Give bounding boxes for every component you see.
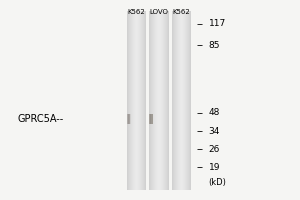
Bar bbox=[165, 11, 166, 190]
Text: --: -- bbox=[196, 108, 203, 118]
Bar bbox=[139, 11, 140, 190]
Text: 19: 19 bbox=[208, 162, 220, 171]
Bar bbox=[151, 114, 153, 124]
Bar bbox=[159, 11, 160, 190]
Bar bbox=[127, 11, 128, 190]
Bar bbox=[127, 114, 129, 124]
Bar bbox=[133, 11, 134, 190]
Bar bbox=[145, 11, 146, 190]
Bar bbox=[160, 11, 161, 190]
Bar bbox=[172, 11, 173, 190]
Bar bbox=[132, 11, 133, 190]
Bar bbox=[161, 11, 162, 190]
Bar bbox=[135, 11, 136, 190]
Bar bbox=[150, 114, 152, 124]
Text: --: -- bbox=[196, 40, 203, 50]
Bar bbox=[130, 11, 131, 190]
Text: LOVO: LOVO bbox=[150, 9, 168, 15]
Bar bbox=[187, 11, 188, 190]
Bar bbox=[149, 11, 150, 190]
Bar bbox=[150, 114, 152, 124]
Text: GPRC5A--: GPRC5A-- bbox=[18, 114, 64, 124]
Bar bbox=[168, 11, 169, 190]
Bar bbox=[129, 114, 130, 124]
Bar bbox=[128, 114, 130, 124]
Bar bbox=[177, 11, 178, 190]
Bar bbox=[141, 11, 142, 190]
Bar bbox=[186, 11, 187, 190]
Bar bbox=[153, 11, 154, 190]
Bar bbox=[149, 114, 152, 124]
Bar bbox=[163, 11, 164, 190]
Bar bbox=[134, 11, 135, 190]
Bar bbox=[174, 11, 175, 190]
Bar bbox=[154, 11, 155, 190]
Bar bbox=[164, 11, 165, 190]
Bar bbox=[151, 114, 152, 124]
Bar bbox=[136, 11, 137, 190]
Bar bbox=[142, 11, 143, 190]
Bar bbox=[162, 11, 163, 190]
Bar bbox=[188, 11, 189, 190]
Bar bbox=[131, 11, 132, 190]
Bar bbox=[150, 114, 152, 124]
Text: --: -- bbox=[196, 162, 203, 172]
Bar bbox=[127, 114, 129, 124]
Bar bbox=[182, 11, 184, 190]
Bar bbox=[178, 11, 179, 190]
Text: 117: 117 bbox=[208, 20, 226, 28]
Bar bbox=[167, 11, 168, 190]
Text: 26: 26 bbox=[208, 144, 220, 154]
Bar bbox=[185, 11, 186, 190]
Bar bbox=[150, 114, 152, 124]
Bar bbox=[176, 11, 177, 190]
Bar bbox=[128, 114, 130, 124]
Bar bbox=[190, 11, 191, 190]
Text: --: -- bbox=[196, 126, 203, 136]
Bar bbox=[149, 114, 151, 124]
Bar bbox=[151, 11, 152, 190]
Bar bbox=[181, 11, 182, 190]
Bar bbox=[158, 11, 159, 190]
Text: --: -- bbox=[196, 19, 203, 29]
Text: 34: 34 bbox=[208, 127, 220, 136]
Bar bbox=[151, 114, 153, 124]
Text: 48: 48 bbox=[208, 108, 220, 117]
Bar bbox=[189, 11, 190, 190]
Bar bbox=[151, 114, 153, 124]
Bar bbox=[157, 11, 158, 190]
Bar bbox=[155, 11, 156, 190]
Bar bbox=[144, 11, 145, 190]
Text: --: -- bbox=[196, 144, 203, 154]
Bar bbox=[143, 11, 144, 190]
Bar bbox=[175, 11, 176, 190]
Bar bbox=[173, 11, 174, 190]
Bar bbox=[184, 11, 185, 190]
Bar bbox=[156, 11, 157, 190]
Bar bbox=[140, 11, 141, 190]
Bar bbox=[137, 11, 139, 190]
Bar bbox=[128, 114, 129, 124]
Bar bbox=[128, 114, 130, 124]
Text: K562: K562 bbox=[128, 9, 146, 15]
Bar bbox=[128, 11, 129, 190]
Bar bbox=[128, 114, 130, 124]
Bar bbox=[166, 11, 167, 190]
Text: (kD): (kD) bbox=[208, 178, 226, 186]
Bar bbox=[127, 114, 129, 124]
Text: K562: K562 bbox=[172, 9, 190, 15]
Bar bbox=[128, 114, 130, 124]
Bar bbox=[179, 11, 181, 190]
Text: 85: 85 bbox=[208, 40, 220, 49]
Bar bbox=[150, 11, 151, 190]
Bar bbox=[129, 11, 130, 190]
Bar bbox=[152, 11, 153, 190]
